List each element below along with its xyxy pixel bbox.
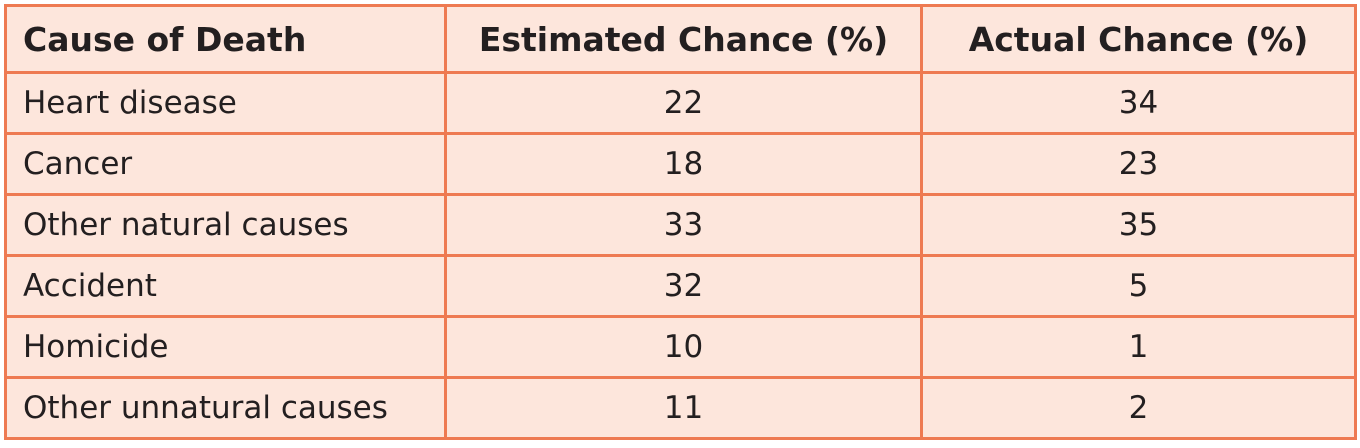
header-estimated-chance: Estimated Chance (%) [444,4,923,74]
estimated-cell: 18 [444,132,923,196]
table-body: Heart disease 22 34 Cancer 18 23 Other n… [4,71,1357,440]
table-row: Other natural causes 33 35 [4,193,1357,257]
estimated-cell: 10 [444,315,923,379]
header-actual-chance: Actual Chance (%) [920,4,1357,74]
cause-cell: Homicide [4,315,447,379]
table-row: Heart disease 22 34 [4,71,1357,135]
table-header: Cause of Death Estimated Chance (%) Actu… [4,4,1357,74]
actual-cell: 35 [920,193,1357,257]
cause-cell: Accident [4,254,447,318]
actual-cell: 5 [920,254,1357,318]
table-row: Other unnatural causes 11 2 [4,376,1357,440]
estimated-cell: 33 [444,193,923,257]
table-row: Cancer 18 23 [4,132,1357,196]
header-row: Cause of Death Estimated Chance (%) Actu… [4,4,1357,74]
cause-cell: Heart disease [4,71,447,135]
estimated-cell: 11 [444,376,923,440]
table-row: Homicide 10 1 [4,315,1357,379]
table-container: Cause of Death Estimated Chance (%) Actu… [4,4,1357,440]
table-row: Accident 32 5 [4,254,1357,318]
actual-cell: 1 [920,315,1357,379]
header-cause-of-death: Cause of Death [4,4,447,74]
actual-cell: 23 [920,132,1357,196]
cause-cell: Other natural causes [4,193,447,257]
estimated-cell: 32 [444,254,923,318]
actual-cell: 2 [920,376,1357,440]
estimated-cell: 22 [444,71,923,135]
actual-cell: 34 [920,71,1357,135]
cause-of-death-table: Cause of Death Estimated Chance (%) Actu… [4,4,1357,440]
cause-cell: Cancer [4,132,447,196]
cause-cell: Other unnatural causes [4,376,447,440]
